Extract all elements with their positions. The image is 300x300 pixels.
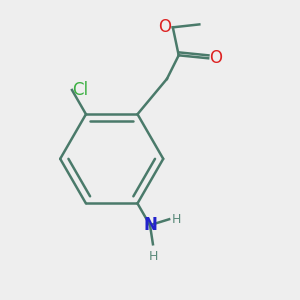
Text: H: H bbox=[172, 213, 181, 226]
Text: O: O bbox=[158, 18, 171, 36]
Text: N: N bbox=[143, 216, 157, 234]
Text: Cl: Cl bbox=[72, 81, 88, 99]
Text: H: H bbox=[148, 250, 158, 262]
Text: O: O bbox=[210, 49, 223, 67]
